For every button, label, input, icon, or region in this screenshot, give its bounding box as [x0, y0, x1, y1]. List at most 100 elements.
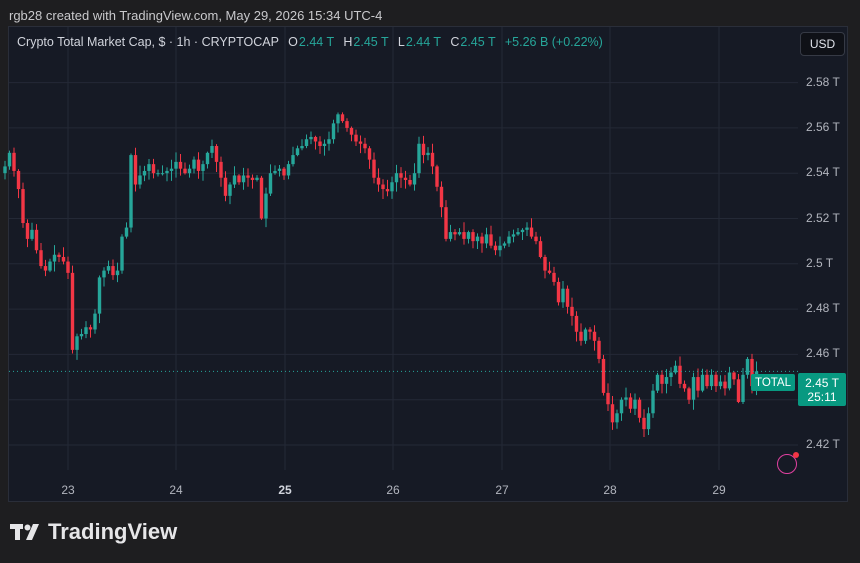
candle	[3, 160, 7, 180]
candle	[534, 231, 538, 245]
y-tick-label: 2.56 T	[806, 119, 840, 134]
candle-body	[430, 152, 435, 167]
candle-body	[696, 377, 700, 391]
candle	[259, 175, 264, 220]
candle	[129, 153, 133, 233]
symbol-legend: Crypto Total Market Cap, $ · 1h · CRYPTO…	[17, 35, 603, 49]
candle	[187, 164, 192, 178]
candle-body	[723, 381, 727, 389]
candle-body	[84, 327, 88, 335]
candle	[633, 393, 637, 416]
candle-body	[43, 266, 48, 271]
candle	[417, 136, 421, 178]
candle-body	[516, 232, 520, 235]
low-value: 2.44 T	[405, 35, 441, 49]
candle-body	[588, 329, 592, 332]
low-label: L	[397, 35, 405, 49]
candle	[381, 179, 385, 199]
candle-body	[115, 270, 120, 276]
candle-body	[394, 173, 399, 183]
candle-body	[376, 177, 381, 185]
candle-body	[642, 417, 646, 430]
candle-body	[399, 173, 403, 178]
candle	[687, 386, 691, 405]
candle	[97, 275, 102, 324]
candle	[327, 131, 331, 151]
y-tick-label: 2.58 T	[806, 74, 840, 89]
candle	[480, 232, 484, 253]
candle-body	[736, 379, 741, 402]
candle-body	[453, 232, 457, 235]
candle	[268, 164, 273, 197]
candle-body	[187, 168, 192, 174]
candle-body	[169, 168, 174, 171]
candle-body	[39, 250, 43, 267]
candle-body	[408, 179, 412, 185]
high-label: H	[343, 35, 353, 49]
candle-body	[700, 374, 705, 391]
candle-body	[426, 152, 430, 156]
candle-body	[147, 164, 151, 171]
candle	[552, 266, 556, 286]
candle-body	[93, 313, 97, 330]
candle	[745, 356, 750, 379]
x-tick-label: 28	[603, 483, 617, 497]
candle-body	[583, 329, 588, 341]
tradingview-logo[interactable]: TradingView	[10, 519, 177, 545]
candle	[246, 168, 250, 187]
close-value: 2.45 T	[460, 35, 496, 49]
candle	[493, 241, 498, 256]
lightning-icon[interactable]	[777, 452, 799, 474]
open-value: 2.44 T	[298, 35, 334, 49]
candle	[30, 222, 34, 241]
candle-body	[183, 168, 187, 174]
candle-body	[372, 159, 376, 178]
candle-body	[417, 143, 421, 174]
y-tick-label: 2.52 T	[806, 210, 840, 225]
candle	[732, 371, 736, 385]
candle	[561, 280, 565, 308]
candle	[219, 156, 223, 187]
candle-body	[741, 374, 745, 402]
candle	[160, 165, 165, 176]
candle	[619, 397, 624, 421]
candle	[372, 152, 376, 184]
candle-body	[655, 374, 660, 391]
candle-body	[250, 177, 255, 180]
candle-body	[484, 234, 489, 244]
candle	[340, 112, 345, 123]
candle-body	[732, 372, 736, 380]
candle	[511, 229, 516, 243]
candle	[547, 261, 552, 275]
candle-body	[259, 177, 264, 219]
candle	[178, 153, 183, 176]
candle-body	[349, 127, 354, 135]
candle-body	[34, 229, 39, 251]
candle	[174, 152, 178, 178]
currency-button[interactable]: USD	[800, 32, 845, 56]
x-tick-label: 25	[278, 483, 292, 497]
candle-body	[381, 184, 385, 190]
candle-body	[255, 177, 259, 180]
candle	[736, 374, 741, 404]
candle	[205, 151, 210, 169]
candle-body	[444, 207, 448, 239]
candle	[412, 163, 417, 191]
candle-body	[660, 374, 664, 384]
candle-body	[547, 270, 552, 273]
candle	[691, 372, 696, 410]
candle-body	[25, 223, 30, 239]
candle	[232, 166, 237, 189]
tradingview-logo-icon	[10, 524, 39, 540]
candle-body	[489, 234, 493, 246]
candle-body	[97, 277, 102, 314]
candle	[529, 218, 534, 239]
candle	[331, 119, 336, 144]
candle	[147, 159, 151, 180]
candle-body	[556, 281, 561, 303]
candle-body	[106, 266, 111, 271]
candle-body	[228, 184, 232, 196]
candle	[48, 258, 52, 273]
candle	[57, 252, 61, 263]
